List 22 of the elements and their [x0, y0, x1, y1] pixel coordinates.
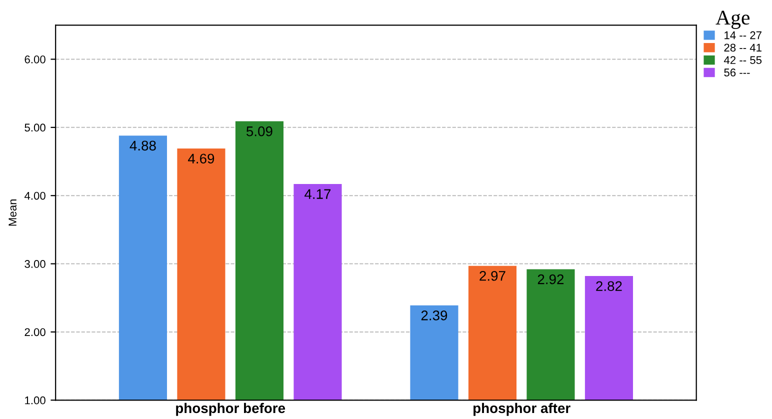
data-label: 2.82 — [596, 281, 622, 292]
y-tick-label: 2.00 — [24, 328, 46, 336]
data-label: 2.92 — [538, 274, 564, 284]
legend-label: 56 --- — [724, 68, 750, 76]
data-label: 2.39 — [421, 310, 448, 320]
legend-label: 42 -- 55 — [724, 56, 762, 64]
data-label: 2.97 — [480, 270, 506, 281]
x-tick-label: phosphor before — [176, 402, 286, 416]
data-label: 5.09 — [246, 126, 272, 136]
data-label: 4.69 — [188, 154, 214, 164]
legend-title: Age — [716, 10, 750, 29]
y-tick-label: 6.00 — [24, 56, 46, 64]
y-tick-label: 1.00 — [25, 396, 46, 404]
y-tick-label: 4.00 — [24, 192, 46, 200]
y-tick-label: 3.00 — [24, 260, 46, 268]
y-axis-title: Mean — [8, 199, 16, 226]
data-label: 4.88 — [130, 140, 156, 151]
legend-label: 28 -- 41 — [724, 44, 762, 52]
data-label: 4.17 — [304, 189, 331, 199]
y-tick-label: 5.00 — [24, 124, 46, 132]
legend-label: 14 -- 27 — [724, 31, 762, 40]
x-tick-label: phosphor after — [474, 402, 570, 416]
